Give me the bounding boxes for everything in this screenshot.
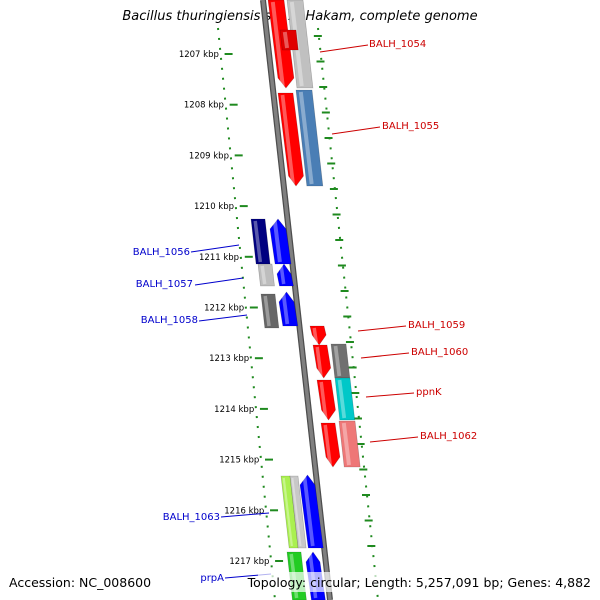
accession-label: Accession: NC_008600 [9, 575, 152, 590]
genome-summary: Topology: circular; Length: 5,257,091 bp… [247, 575, 591, 590]
ruler-label: 1210 kbp [194, 202, 234, 212]
gene-leader-line [331, 126, 381, 135]
gene-highlight [281, 293, 290, 325]
footer-bg-left [5, 572, 150, 592]
gene-arrow [277, 92, 304, 187]
gene-highlight [323, 424, 332, 466]
gene-highlight [263, 295, 271, 327]
ruler-label: 1208 kbp [184, 101, 224, 111]
gene-highlight [253, 220, 263, 263]
gene-leader-line [194, 277, 244, 286]
gene-highlight [298, 91, 314, 185]
gene-label: BALH_1054 [369, 39, 426, 50]
gene-highlight [319, 381, 328, 419]
gene-highlight [270, 1, 285, 87]
gene-label: BALH_1057 [136, 279, 193, 290]
gene-arrow [276, 263, 294, 287]
ruler-label: 1213 kbp [209, 354, 249, 364]
gene-highlight [280, 94, 295, 185]
gene-leader-line [357, 325, 407, 332]
gene-highlight [341, 422, 351, 466]
ruler-label: 1209 kbp [189, 151, 229, 161]
ruler-label: 1211 kbp [199, 253, 239, 263]
gene-leader-line [198, 314, 248, 322]
gene-highlight [315, 346, 323, 377]
ruler-label: 1207 kbp [179, 50, 219, 60]
gene-arrow [320, 422, 341, 468]
gene-highlight [260, 265, 267, 285]
ruler-label: 1215 kbp [219, 456, 259, 466]
gene-arrow [334, 377, 356, 421]
gene-arrow [316, 379, 336, 421]
gene-label: BALH_1059 [408, 320, 465, 331]
gene-arrow [338, 420, 361, 468]
gene-highlight [279, 265, 286, 285]
backbone [261, 0, 332, 600]
gene-highlight [337, 379, 347, 419]
gene-leader-line [190, 244, 240, 253]
gene-label: BALH_1060 [411, 347, 468, 358]
gene-label: BALH_1063 [163, 512, 220, 523]
gene-highlight [333, 345, 342, 377]
gene-leader-line [220, 512, 270, 518]
ruler-label: 1216 kbp [224, 506, 264, 516]
gene-highlight [282, 477, 293, 547]
gene-highlight [312, 327, 319, 344]
gene-arrow [260, 293, 280, 329]
gene-arrow [309, 325, 327, 346]
gene-arrow [295, 89, 324, 187]
footer-bg-right [258, 572, 598, 592]
gene-leader-line [360, 352, 410, 359]
gene-highlight [282, 31, 290, 49]
ruler-line-right [317, 27, 379, 600]
gene-arrow [299, 474, 324, 549]
gene-highlight [302, 476, 315, 547]
gene-leader-line [365, 392, 415, 398]
gene-arrow [278, 291, 299, 327]
gene-label: prpA [200, 573, 224, 584]
gene-label: BALH_1062 [420, 431, 477, 442]
gene-arrow [257, 263, 275, 287]
ruler-label: 1212 kbp [204, 304, 244, 314]
gene-leader-line [319, 44, 369, 53]
gene-arrow [267, 0, 295, 89]
gene-leader-line [369, 436, 419, 443]
gene-highlight [272, 220, 282, 263]
gene-label: BALH_1055 [382, 121, 439, 132]
ruler-label: 1214 kbp [214, 405, 254, 415]
gene-label: ppnK [416, 387, 442, 398]
ruler-label: 1217 kbp [229, 557, 269, 567]
gene-arrow [279, 29, 299, 51]
gene-label: BALH_1056 [133, 247, 190, 258]
gene-label: BALH_1058 [141, 315, 198, 326]
gene-arrow [286, 0, 314, 89]
gene-arrow [269, 218, 292, 265]
gene-highlight [291, 477, 302, 547]
gene-arrow [312, 344, 332, 379]
gene-arrow [289, 475, 307, 549]
